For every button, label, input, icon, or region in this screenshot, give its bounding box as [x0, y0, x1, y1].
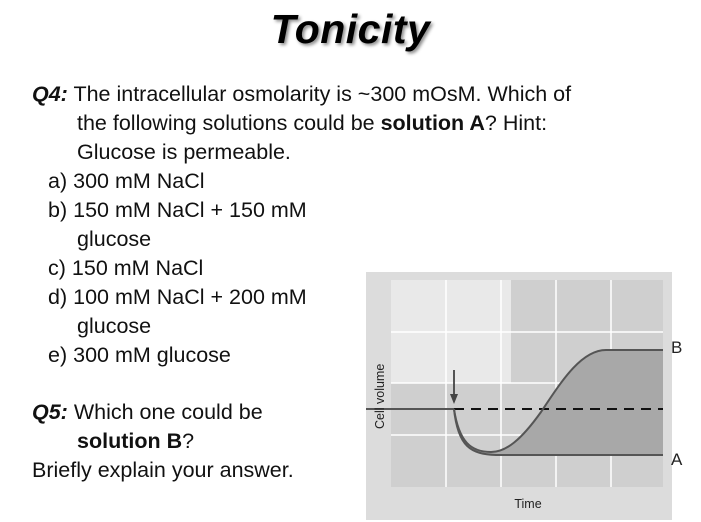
- q5-line-3: Briefly explain your answer.: [32, 458, 294, 482]
- option-d: d) 100 mM NaCl + 200 mM: [48, 283, 307, 312]
- down-arrow-icon: [450, 370, 458, 404]
- cell-volume-graph: B A Cell volume Time: [366, 272, 683, 520]
- slide-title: Tonicity: [270, 6, 431, 52]
- option-letter: d): [48, 285, 68, 309]
- q4-text-2-pre: the following solutions could be: [77, 111, 381, 135]
- option-letter: e): [48, 343, 68, 367]
- option-text: 150 mM NaCl: [71, 256, 204, 280]
- option-letter: b): [48, 198, 68, 222]
- q5-text-1: Which one could be: [73, 400, 263, 424]
- option-text: 150 mM NaCl + 150 mM: [73, 198, 307, 222]
- option-text: 100 mM NaCl + 200 mM: [73, 285, 307, 309]
- curve-a: [453, 408, 663, 456]
- q5-solution-b: solution B: [77, 429, 183, 453]
- q5-line-2: solution B?: [77, 427, 194, 456]
- q4-label: Q4:: [32, 82, 68, 106]
- q4-line-2: the following solutions could be solutio…: [77, 109, 547, 138]
- y-axis-label: Cell volume: [373, 364, 387, 429]
- option-text: 300 mM glucose: [73, 343, 231, 367]
- q4-text-2-post: ? Hint:: [484, 111, 548, 135]
- option-d-continued: glucose: [77, 314, 152, 338]
- option-b-continued: glucose: [77, 227, 152, 251]
- option-b: b) 150 mM NaCl + 150 mM: [48, 196, 307, 225]
- label-b: B: [671, 338, 682, 357]
- q5-text-2-post: ?: [182, 429, 195, 453]
- option-letter: a): [48, 169, 68, 193]
- label-a: A: [671, 450, 683, 469]
- option-e: e) 300 mM glucose: [48, 341, 231, 370]
- option-c: c) 150 mM NaCl: [48, 254, 203, 283]
- q4-line-1: Q4: The intracellular osmolarity is ~300…: [32, 80, 571, 109]
- option-a: a) 300 mM NaCl: [48, 167, 205, 196]
- q5-label: Q5:: [32, 400, 68, 424]
- q4-text-1: The intracellular osmolarity is ~300 mOs…: [73, 82, 572, 106]
- q5-line-1: Q5: Which one could be: [32, 398, 263, 427]
- x-axis-label: Time: [514, 497, 541, 511]
- shaded-area: [454, 350, 663, 455]
- curve-b: [453, 349, 663, 454]
- option-letter: c): [48, 256, 66, 280]
- option-text: 300 mM NaCl: [73, 169, 205, 193]
- q4-line-3: Glucose is permeable.: [77, 140, 291, 164]
- q4-solution-a: solution A: [380, 111, 485, 135]
